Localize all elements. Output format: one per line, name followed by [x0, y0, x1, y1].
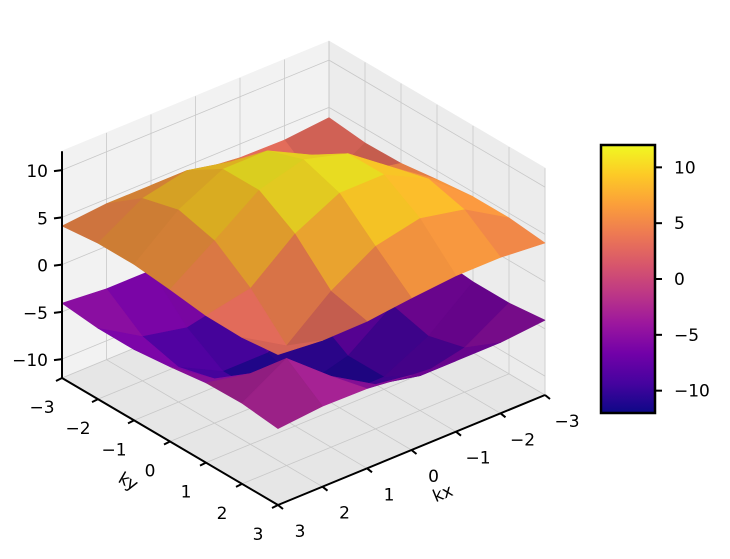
x-tick-label: 1 — [384, 485, 395, 505]
x-tick-label: 3 — [295, 522, 306, 542]
colorbar-tick-label: −5 — [674, 326, 699, 346]
tick-mark — [53, 169, 63, 173]
y-axis-label: ky — [115, 469, 142, 496]
grid-line — [328, 107, 546, 235]
grid-line — [241, 373, 510, 485]
tick-mark — [55, 377, 63, 382]
grid-line — [61, 59, 330, 171]
tick-mark — [277, 504, 284, 510]
z-tick-label: 10 — [26, 162, 48, 182]
x-tick-label: −2 — [510, 430, 535, 450]
tick-mark — [53, 310, 63, 314]
tick-mark — [271, 504, 279, 509]
tick-mark — [53, 263, 63, 267]
tick-mark — [235, 482, 243, 488]
x-tick-label: −3 — [554, 412, 579, 432]
tick-mark — [366, 467, 373, 474]
y-tick-label: 2 — [217, 504, 228, 524]
tick-mark — [127, 419, 135, 425]
surface-facet — [241, 358, 323, 429]
colorbar-tick-label: −10 — [674, 382, 710, 402]
tick-mark — [410, 449, 418, 455]
colorbar-tick-label: 5 — [674, 214, 685, 234]
y-tick-label: 3 — [253, 525, 264, 545]
colorbar-tick-label: 10 — [674, 158, 696, 178]
x-tick-label: −1 — [465, 449, 490, 469]
tick-mark — [544, 394, 551, 400]
y-tick-label: −3 — [29, 398, 54, 418]
y-tick-label: −2 — [65, 419, 90, 439]
tick-mark — [499, 412, 507, 419]
tick-mark — [53, 216, 63, 220]
tick-mark — [163, 440, 171, 446]
z-tick-label: 0 — [37, 257, 48, 277]
colorbar-tick-label: 0 — [674, 270, 685, 290]
tick-mark — [199, 461, 207, 467]
z-tick-label: −5 — [23, 304, 48, 324]
tick-mark — [53, 358, 63, 362]
tick-mark — [455, 430, 462, 437]
colorbar — [599, 143, 657, 415]
x-tick-label: 0 — [428, 467, 439, 487]
y-tick-label: −1 — [101, 440, 126, 460]
grid-line — [328, 59, 546, 188]
z-tick-label: 5 — [37, 209, 48, 229]
y-tick-label: 1 — [181, 483, 192, 503]
x-tick-label: 2 — [339, 504, 350, 524]
z-tick-label: −10 — [12, 351, 48, 371]
surface-facet — [241, 337, 323, 355]
y-tick-label: 0 — [145, 462, 156, 482]
grid-line — [61, 106, 330, 218]
tick-mark — [321, 485, 329, 492]
tick-mark — [91, 398, 99, 404]
